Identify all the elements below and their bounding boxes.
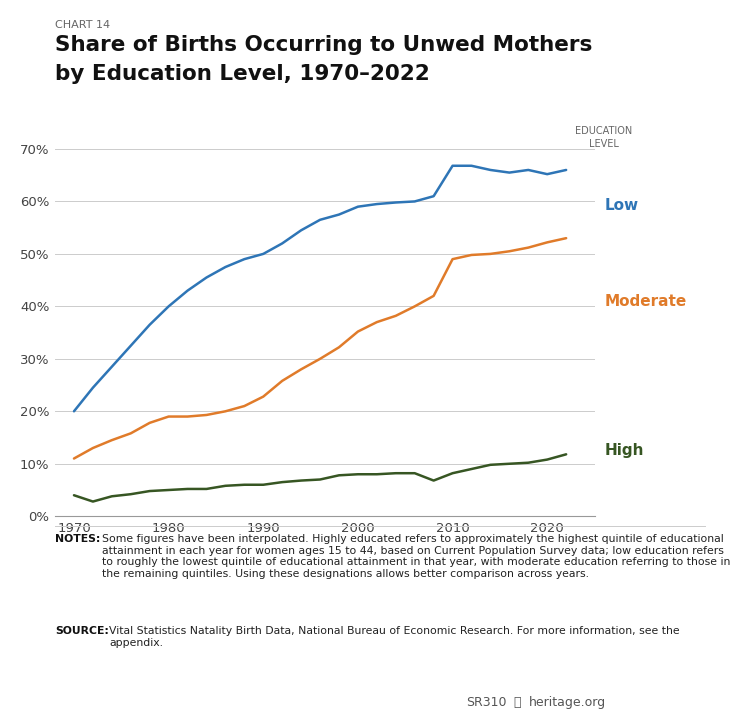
Text: by Education Level, 1970–2022: by Education Level, 1970–2022 [55, 64, 430, 84]
Text: Some figures have been interpolated. Highly educated refers to approximately the: Some figures have been interpolated. Hig… [103, 534, 731, 579]
Text: heritage.org: heritage.org [528, 696, 606, 709]
Text: Low: Low [605, 198, 639, 212]
Text: EDUCATION
LEVEL: EDUCATION LEVEL [575, 126, 633, 149]
Text: SOURCE:: SOURCE: [55, 627, 109, 636]
Text: NOTES:: NOTES: [55, 534, 101, 544]
Text: SR310: SR310 [466, 696, 506, 709]
Text: High: High [605, 443, 644, 458]
Text: Vital Statistics Natality Birth Data, National Bureau of Economic Research. For : Vital Statistics Natality Birth Data, Na… [109, 627, 680, 648]
Text: CHART 14: CHART 14 [55, 20, 110, 30]
Text: ⎙: ⎙ [514, 696, 521, 709]
Text: Moderate: Moderate [605, 294, 687, 308]
Text: Share of Births Occurring to Unwed Mothers: Share of Births Occurring to Unwed Mothe… [55, 35, 592, 55]
